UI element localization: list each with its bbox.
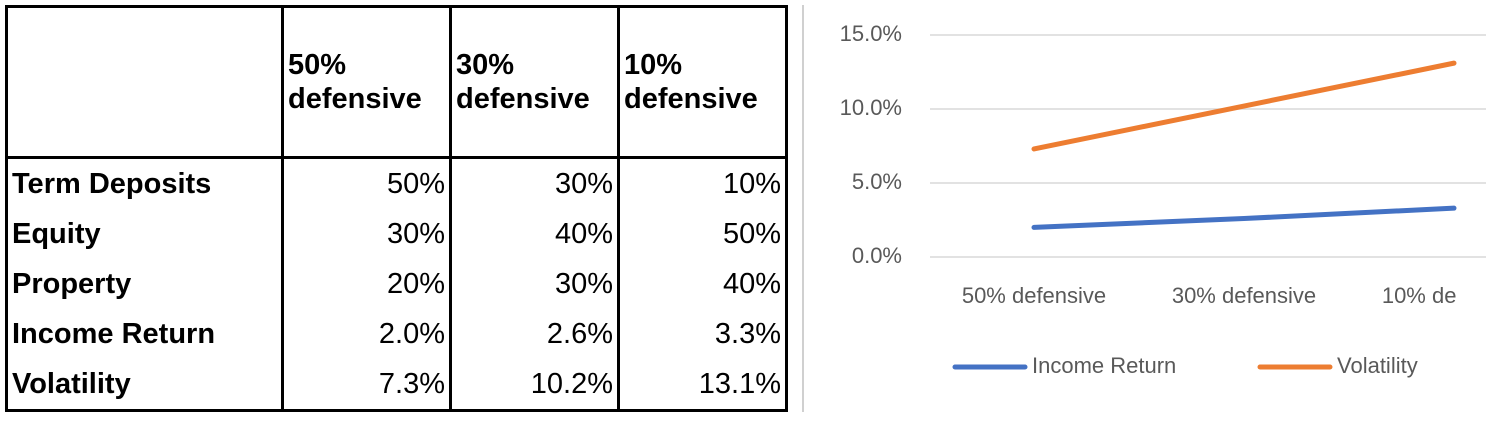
- row-label: Volatility: [5, 359, 284, 412]
- header-cell: [5, 5, 284, 159]
- y-tick-label: 15.0%: [840, 21, 902, 46]
- table-cell: 2.6%: [449, 309, 620, 359]
- table-cell: 50%: [281, 157, 452, 209]
- header-cell: 10% defensive: [617, 5, 788, 159]
- legend-label: Volatility: [1337, 353, 1418, 378]
- x-tick-label: 50% defensive: [962, 283, 1106, 308]
- table-row: Property 20% 30% 40%: [5, 259, 788, 309]
- table-row: Income Return 2.0% 2.6% 3.3%: [5, 309, 788, 359]
- header-row: 50% defensive 30% defensive 10% defensiv…: [5, 5, 788, 159]
- table-row: Volatility 7.3% 10.2% 13.1%: [5, 359, 788, 412]
- row-label: Term Deposits: [5, 157, 284, 209]
- y-tick-label: 0.0%: [852, 243, 902, 268]
- table-cell: 40%: [449, 209, 620, 259]
- data-table: 50% defensive 30% defensive 10% defensiv…: [5, 5, 788, 412]
- row-label: Equity: [5, 209, 284, 259]
- header-cell: 50% defensive: [281, 5, 452, 159]
- table-cell: 3.3%: [617, 309, 788, 359]
- table-cell: 40%: [617, 259, 788, 309]
- table-cell: 2.0%: [281, 309, 452, 359]
- row-label: Income Return: [5, 309, 284, 359]
- x-tick-label: 10% defensive: [1382, 283, 1486, 308]
- x-tick-label: 30% defensive: [1172, 283, 1316, 308]
- table-cell: 13.1%: [617, 359, 788, 412]
- y-tick-label: 5.0%: [852, 169, 902, 194]
- table-cell: 7.3%: [281, 359, 452, 412]
- row-label: Property: [5, 259, 284, 309]
- table-cell: 20%: [281, 259, 452, 309]
- table-row: Term Deposits 50% 30% 10%: [5, 157, 788, 209]
- table-cell: 30%: [449, 259, 620, 309]
- table-cell: 10%: [617, 157, 788, 209]
- y-tick-label: 10.0%: [840, 95, 902, 120]
- table-cell: 10.2%: [449, 359, 620, 412]
- data-line: [1031, 60, 1457, 152]
- table-row: Equity 30% 40% 50%: [5, 209, 788, 259]
- data-line: [1031, 205, 1457, 230]
- header-cell: 30% defensive: [449, 5, 620, 159]
- table-cell: 30%: [281, 209, 452, 259]
- table-cell: 30%: [449, 157, 620, 209]
- legend-label: Income Return: [1032, 353, 1176, 378]
- table-cell: 50%: [617, 209, 788, 259]
